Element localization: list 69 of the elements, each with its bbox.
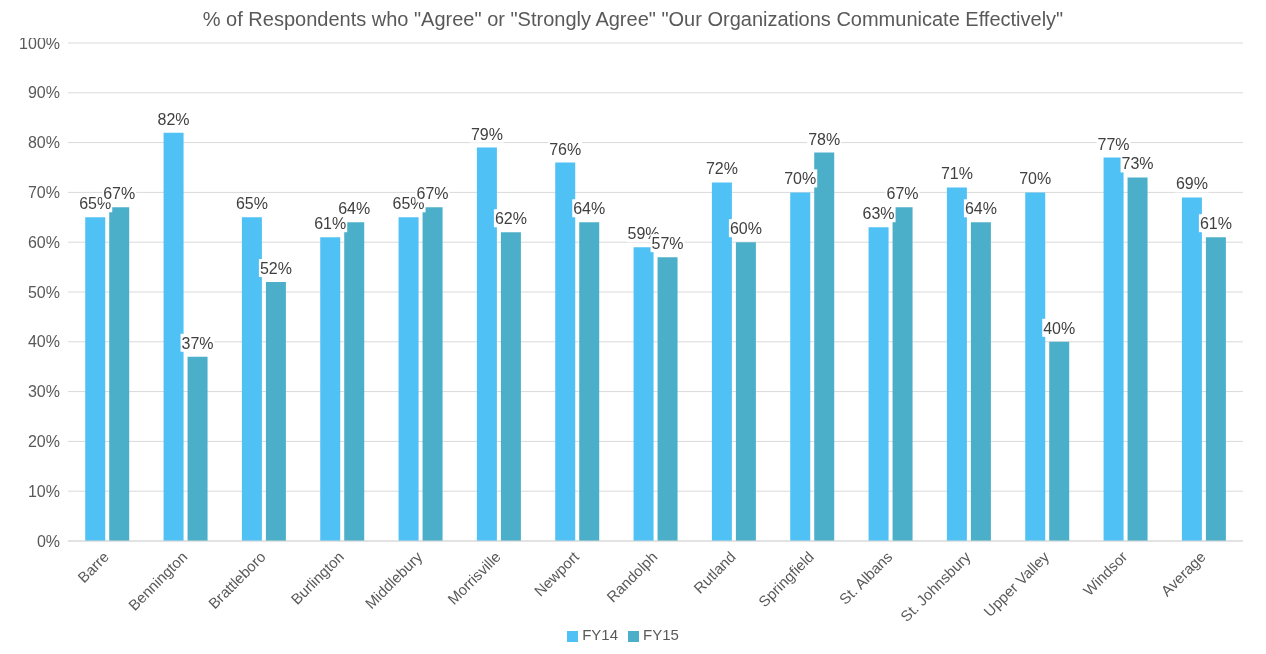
data-label: 67% (886, 185, 919, 203)
data-label: 67% (416, 185, 449, 203)
bar (814, 152, 835, 541)
data-label: 79% (470, 125, 503, 143)
bar (868, 227, 889, 541)
bar (892, 207, 913, 541)
bar (265, 282, 286, 541)
data-label: 78% (808, 130, 841, 148)
y-tick-label: 70% (27, 184, 60, 202)
bar (1181, 197, 1202, 541)
data-label: 64% (964, 200, 997, 218)
y-tick-label: 0% (36, 532, 60, 550)
bar (970, 222, 991, 541)
data-label: 60% (729, 220, 762, 238)
bar (344, 222, 365, 541)
bar (579, 222, 600, 541)
bar (735, 242, 756, 541)
bar (633, 247, 654, 541)
bar (187, 356, 208, 541)
bar (241, 217, 262, 541)
bar (422, 207, 443, 541)
data-label: 69% (1175, 175, 1208, 193)
data-label: 70% (784, 170, 817, 188)
data-label: 72% (705, 160, 738, 178)
legend-label: FY15 (643, 626, 679, 643)
bar (85, 217, 106, 541)
data-label: 62% (494, 210, 527, 228)
bar (500, 232, 521, 541)
bar (163, 132, 184, 541)
y-tick-label: 50% (27, 283, 60, 301)
data-label: 37% (181, 334, 214, 352)
y-tick-label: 100% (19, 34, 60, 52)
y-tick-label: 60% (27, 233, 60, 251)
data-label: 40% (1043, 319, 1076, 337)
legend-label: FY14 (582, 626, 618, 643)
y-tick-label: 10% (27, 482, 60, 500)
data-label: 70% (1019, 170, 1052, 188)
data-label: 52% (259, 260, 292, 278)
data-label: 82% (157, 110, 190, 128)
data-label: 76% (549, 140, 582, 158)
bar (1205, 237, 1226, 541)
bar (1049, 341, 1070, 541)
chart-title: % of Respondents who "Agree" or "Strongly Agree" "Our Organizations Communicate Effectively" (202, 8, 1064, 30)
y-tick-label: 30% (27, 383, 60, 401)
bar (657, 257, 678, 541)
bar (476, 147, 497, 541)
data-label: 73% (1121, 155, 1154, 173)
data-label: 71% (940, 165, 973, 183)
data-label: 61% (1199, 215, 1232, 233)
bar (790, 192, 811, 541)
bar (109, 207, 130, 541)
data-label: 64% (338, 200, 371, 218)
bar (1103, 157, 1124, 541)
data-label: 65% (235, 195, 268, 213)
data-label: 63% (862, 205, 895, 223)
data-label: 61% (314, 215, 347, 233)
bar (320, 237, 341, 541)
bar (398, 217, 419, 541)
bar (555, 162, 576, 541)
data-label: 77% (1097, 135, 1130, 153)
bar (1127, 177, 1148, 541)
y-tick-label: 40% (27, 333, 60, 351)
y-tick-label: 80% (27, 134, 60, 152)
data-label: 67% (103, 185, 136, 203)
bar (946, 187, 967, 541)
y-tick-label: 90% (27, 84, 60, 102)
y-tick-label: 20% (27, 433, 60, 451)
data-label: 64% (573, 200, 606, 218)
bar (711, 182, 732, 541)
